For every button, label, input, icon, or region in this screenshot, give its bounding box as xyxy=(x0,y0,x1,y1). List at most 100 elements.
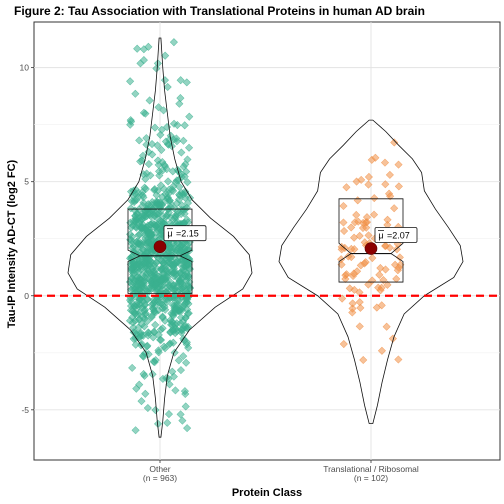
data-point xyxy=(153,156,162,165)
mean-symbol: μ xyxy=(378,231,383,241)
data-point xyxy=(362,223,371,232)
data-point xyxy=(176,410,185,419)
data-point xyxy=(175,99,184,108)
data-point xyxy=(182,78,191,87)
series-translational-ribosomal: μ =2.07 xyxy=(278,119,464,424)
x-tick-label: Other xyxy=(149,464,170,474)
data-point xyxy=(127,223,136,232)
data-point xyxy=(166,131,175,140)
data-point xyxy=(158,374,167,383)
data-point xyxy=(135,240,144,249)
y-tick-label: 5 xyxy=(24,177,29,187)
data-point xyxy=(388,334,397,343)
data-point xyxy=(141,300,150,309)
y-tick-label: -5 xyxy=(21,405,29,415)
data-point xyxy=(183,155,192,164)
data-point xyxy=(139,370,148,379)
data-point xyxy=(339,340,348,349)
data-point xyxy=(165,340,174,349)
data-point xyxy=(355,298,364,307)
data-point xyxy=(177,256,186,265)
data-point xyxy=(382,322,391,331)
data-point xyxy=(139,108,148,117)
data-point xyxy=(161,190,170,199)
data-point xyxy=(156,335,165,344)
x-axis-title: Protein Class xyxy=(232,487,302,499)
data-point xyxy=(176,94,185,103)
data-point xyxy=(138,223,147,232)
data-point xyxy=(176,269,185,278)
data-point xyxy=(176,319,185,328)
data-point xyxy=(144,160,153,169)
data-point xyxy=(359,355,368,365)
data-point xyxy=(165,380,174,389)
data-point xyxy=(393,266,402,275)
data-point xyxy=(354,217,363,226)
data-point xyxy=(151,279,160,289)
data-point xyxy=(395,253,404,262)
y-axis-title: Tau-IP Intensity AD-CT (log2 FC) xyxy=(6,159,18,328)
data-point xyxy=(185,112,194,121)
data-point xyxy=(163,283,172,292)
data-point xyxy=(168,325,177,334)
data-point xyxy=(177,306,187,315)
data-point xyxy=(151,221,160,230)
data-point xyxy=(165,185,174,194)
data-point xyxy=(383,280,392,289)
data-point xyxy=(154,103,163,112)
data-point xyxy=(394,182,403,191)
data-point xyxy=(147,311,156,321)
mean-label-box xyxy=(374,227,418,243)
data-point xyxy=(166,243,175,252)
data-point xyxy=(177,206,186,215)
data-point xyxy=(183,259,192,268)
data-point xyxy=(364,280,373,289)
data-point xyxy=(146,284,155,293)
mean-marker xyxy=(153,240,167,254)
data-point xyxy=(161,344,170,353)
data-point xyxy=(139,45,148,54)
data-point xyxy=(149,327,158,336)
data-point xyxy=(168,317,177,327)
data-point xyxy=(132,195,141,204)
data-point xyxy=(177,201,186,210)
data-point xyxy=(170,119,179,128)
data-point xyxy=(165,196,174,205)
data-point xyxy=(145,96,154,105)
data-point xyxy=(175,182,184,191)
data-point xyxy=(180,121,189,130)
data-point xyxy=(136,261,145,270)
data-point xyxy=(128,363,137,372)
data-point xyxy=(129,323,138,332)
plot-area: μ =2.15 μ =2.07 -5 0 5 10 Other(n = 963) Translat… xyxy=(20,21,501,483)
data-point xyxy=(381,265,390,274)
data-point xyxy=(159,106,168,115)
x-tick-count: (n = 102) xyxy=(354,473,388,483)
data-point xyxy=(390,204,399,213)
data-point xyxy=(146,276,155,285)
data-point xyxy=(179,352,188,361)
plot-panel xyxy=(33,21,501,461)
data-point xyxy=(157,281,166,290)
data-point xyxy=(344,252,353,261)
data-point xyxy=(392,245,401,254)
data-point xyxy=(169,38,178,47)
data-point xyxy=(170,348,179,357)
data-point xyxy=(183,215,192,224)
data-point xyxy=(367,155,376,164)
data-point xyxy=(146,220,155,229)
data-point xyxy=(381,180,390,189)
data-point xyxy=(135,136,144,145)
data-point xyxy=(150,123,160,132)
data-point xyxy=(342,270,351,279)
data-point xyxy=(137,156,147,165)
data-point xyxy=(177,148,186,157)
data-point xyxy=(157,298,166,308)
data-point xyxy=(146,171,155,180)
data-point xyxy=(135,333,144,342)
data-point xyxy=(126,316,135,325)
data-point xyxy=(144,255,153,264)
data-point xyxy=(185,277,194,287)
data-point xyxy=(163,82,172,92)
data-point xyxy=(163,418,172,427)
